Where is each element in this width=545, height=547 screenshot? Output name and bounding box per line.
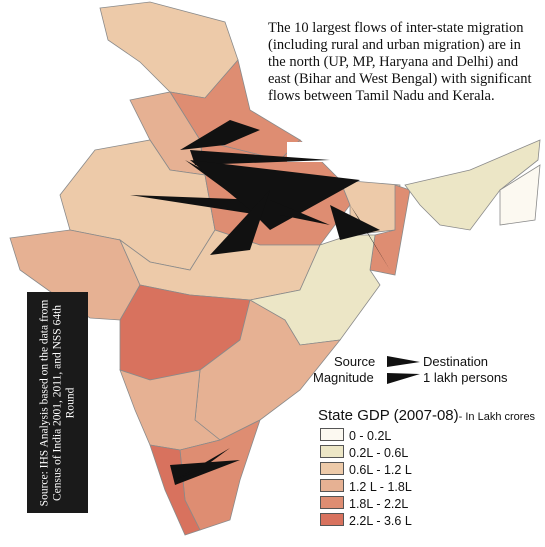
legend-title: State GDP (2007-08)- In Lakh crores	[318, 407, 535, 424]
flow-destination-label: Destination	[423, 354, 489, 369]
flow-magnitude-label: Magnitude	[313, 370, 374, 385]
legend-swatch	[320, 462, 344, 475]
legend-item: 1.2 L - 1.8L	[320, 479, 412, 494]
legend-item: 0 - 0.2L	[320, 428, 391, 443]
flows	[130, 120, 390, 485]
source-text: Source: IHS Analysis based on the data f…	[38, 299, 76, 506]
legend-note: - In Lakh crores	[458, 411, 536, 423]
flow-source-label: Source	[334, 354, 376, 369]
legend-label: 0.2L - 0.6L	[349, 446, 409, 460]
legend-label: 2.2L - 3.6 L	[349, 514, 412, 528]
legend-label: 0.6L - 1.2 L	[349, 463, 412, 477]
flow-legend-arrow	[387, 373, 420, 384]
legend-swatch	[320, 445, 344, 458]
legend-item: 0.6L - 1.2 L	[320, 462, 412, 477]
legend-swatch	[320, 428, 344, 441]
legend-swatch	[320, 513, 344, 526]
blank-box	[287, 142, 403, 162]
flow-legend-arrow	[387, 356, 420, 367]
legend-item: 0.2L - 0.6L	[320, 445, 408, 460]
legend-label: 0 - 0.2L	[349, 429, 392, 443]
legend-title-text: State GDP (2007-08)	[318, 407, 459, 424]
annotation: The 10 largest flows of inter-state migr…	[268, 20, 532, 104]
legend-label: 1.8L - 2.2L	[349, 497, 409, 511]
source-box: Source: IHS Analysis based on the data f…	[27, 292, 88, 513]
legend-label: 1.2 L - 1.8L	[349, 480, 412, 494]
legend-item: 1.8L - 2.2L	[320, 496, 408, 511]
legend-swatch	[320, 479, 344, 492]
legend-swatch	[320, 496, 344, 509]
legend-item: 2.2L - 3.6 L	[320, 513, 412, 528]
flow-unit-label: 1 lakh persons	[423, 370, 508, 385]
